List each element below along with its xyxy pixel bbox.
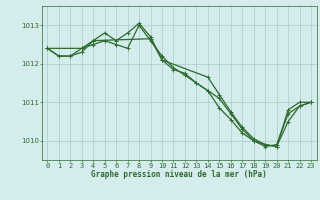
X-axis label: Graphe pression niveau de la mer (hPa): Graphe pression niveau de la mer (hPa) (91, 170, 267, 179)
